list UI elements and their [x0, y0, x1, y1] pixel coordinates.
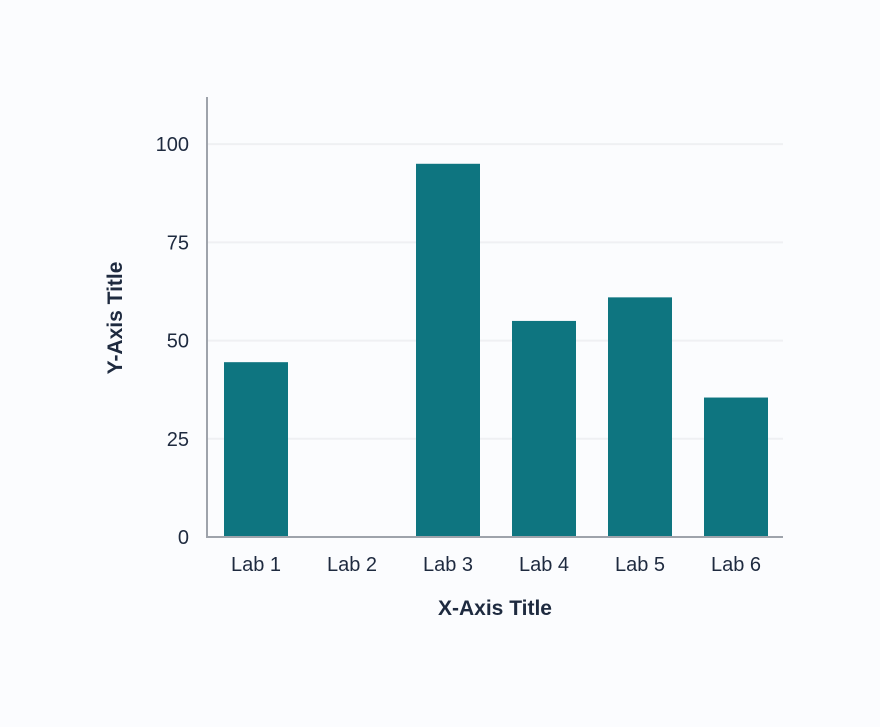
- x-tick-label: Lab 4: [519, 554, 569, 576]
- bar: [224, 362, 288, 537]
- gridlines: [207, 143, 783, 440]
- bar: [512, 320, 576, 537]
- y-tick-label: 50: [167, 331, 189, 353]
- x-tick-labels: Lab 1 Lab 2 Lab 3 Lab 4 Lab 5 Lab 6: [231, 554, 761, 576]
- x-tick-label: Lab 5: [615, 554, 665, 576]
- x-tick-label: Lab 2: [327, 554, 377, 576]
- y-tick-label: 0: [178, 527, 189, 549]
- bars: [224, 163, 768, 538]
- y-tick-label: 75: [167, 232, 189, 254]
- y-tick-label: 25: [167, 429, 189, 451]
- bar: [704, 397, 768, 537]
- bar: [416, 163, 480, 538]
- x-tick-label: Lab 3: [423, 554, 473, 576]
- y-axis-title: Y-Axis Title: [104, 262, 127, 375]
- bar: [608, 297, 672, 537]
- y-tick-label: 100: [156, 134, 189, 156]
- x-axis-title: X-Axis Title: [438, 597, 552, 620]
- x-tick-label: Lab 1: [231, 554, 281, 576]
- y-tick-labels: 0 25 50 75 100: [156, 134, 189, 549]
- x-tick-label: Lab 6: [711, 554, 761, 576]
